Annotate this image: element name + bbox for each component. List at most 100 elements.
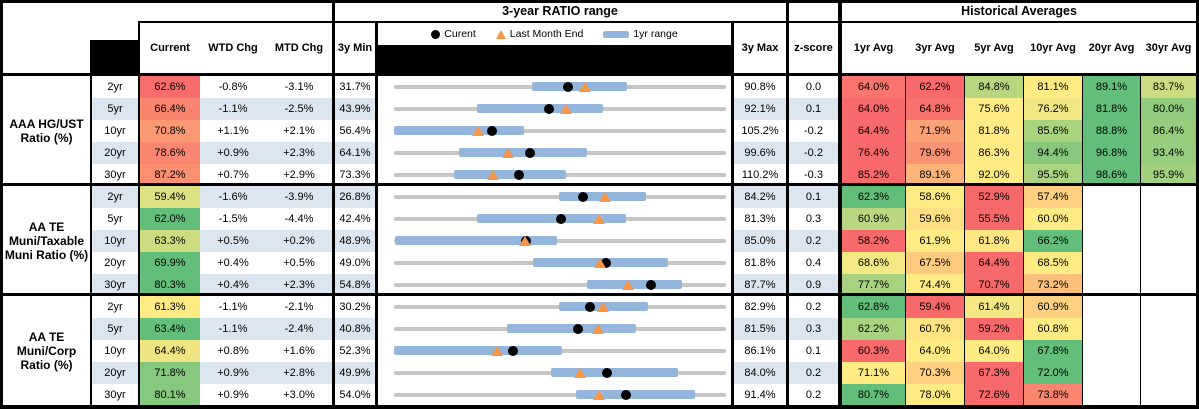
- min-3y-cell: 40.8%: [335, 318, 375, 340]
- avg-cell: 64.8%: [906, 98, 964, 120]
- max-3y-cell: 91.4%: [734, 384, 786, 406]
- last-month-end-triangle: [560, 104, 573, 114]
- range-track: [394, 283, 726, 287]
- max-3y-cell: 81.5%: [734, 318, 786, 340]
- min-3y-cell: 56.4%: [335, 120, 375, 142]
- zscore-cell: 0.0: [789, 76, 838, 98]
- avg-cell: 64.0%: [842, 98, 905, 120]
- current-dot: [507, 346, 518, 356]
- range-bar-1yr: [394, 236, 557, 245]
- avg-cell: 60.9%: [1024, 296, 1082, 318]
- last-month-end-triangle: [573, 368, 586, 378]
- range-chart: [378, 186, 731, 208]
- wtd-chg-cell: +0.4%: [200, 252, 266, 274]
- last-month-end-triangle: [597, 302, 610, 312]
- col-header-10yr-avg: 10yr Avg: [1030, 42, 1076, 54]
- group-label: AAA HG/UST Ratio (%): [9, 117, 84, 145]
- range-bar-1yr: [454, 170, 566, 179]
- avg-cell: 60.9%: [842, 208, 905, 230]
- avg-cell: 57.4%: [1024, 186, 1082, 208]
- current-dot: [602, 368, 613, 378]
- legend-last-month-end: Last Month End: [495, 28, 583, 40]
- current-dot: [556, 214, 567, 224]
- avg-cell: 81.1%: [1024, 76, 1082, 98]
- wtd-chg-cell: -1.6%: [200, 186, 266, 208]
- max-3y-cell: 81.8%: [734, 252, 786, 274]
- avg-cell: 68.6%: [842, 252, 905, 274]
- range-bar-icon: [603, 30, 630, 38]
- range-bar-1yr: [394, 126, 524, 135]
- avg-cell: [1141, 340, 1196, 362]
- max-3y-cell: 82.9%: [734, 296, 786, 318]
- avg-cell: 95.9%: [1141, 164, 1196, 186]
- chart-legend: Curent Last Month End 1yr range: [378, 23, 731, 45]
- avg-cell: [1083, 318, 1140, 340]
- wtd-chg-cell: +0.9%: [200, 142, 266, 164]
- zscore-cell: 0.1: [789, 98, 838, 120]
- last-month-end-triangle: [594, 258, 607, 268]
- current-dot: [573, 324, 584, 334]
- avg-cell: 95.5%: [1024, 164, 1082, 186]
- avg-cell: 62.2%: [842, 318, 905, 340]
- current-cell: 78.6%: [140, 142, 200, 164]
- avg-cell: 89.1%: [906, 164, 964, 186]
- current-cell: 70.8%: [140, 120, 200, 142]
- avg-cell: 70.3%: [906, 362, 964, 384]
- tenor-cell: 5yr: [92, 98, 138, 120]
- avg-cell: [1141, 274, 1196, 296]
- current-cell: 63.3%: [140, 230, 200, 252]
- col-header-z-score: z-score: [794, 42, 833, 54]
- col-header-1yr-avg: 1yr Avg: [853, 42, 894, 54]
- avg-cell: 73.8%: [1024, 384, 1082, 406]
- avg-cell: 61.4%: [965, 296, 1023, 318]
- last-month-end-triangle: [593, 390, 606, 400]
- tenor-cell: 2yr: [92, 76, 138, 98]
- range-chart: [378, 252, 731, 274]
- range-chart: [378, 98, 731, 120]
- avg-cell: 62.8%: [842, 296, 905, 318]
- avg-cell: 62.2%: [906, 76, 964, 98]
- avg-cell: [1083, 186, 1140, 208]
- avg-cell: 72.0%: [1024, 362, 1082, 384]
- zscore-cell: 0.2: [789, 384, 838, 406]
- range-chart: [378, 76, 731, 98]
- col-header-30yr-avg: 30yr Avg: [1145, 42, 1192, 54]
- tenor-cell: 5yr: [92, 318, 138, 340]
- wtd-chg-cell: -1.1%: [200, 318, 266, 340]
- current-dot: [486, 126, 497, 136]
- avg-cell: [1141, 186, 1196, 208]
- zscore-cell: 0.1: [789, 340, 838, 362]
- max-3y-cell: 99.6%: [734, 142, 786, 164]
- current-cell: 66.4%: [140, 98, 200, 120]
- avg-cell: 59.6%: [906, 208, 964, 230]
- max-3y-cell: 92.1%: [734, 98, 786, 120]
- max-3y-cell: 85.0%: [734, 230, 786, 252]
- avg-cell: 70.7%: [965, 274, 1023, 296]
- tenor-cell: 20yr: [92, 142, 138, 164]
- col-header-mtd-chg: MTD Chg: [274, 42, 324, 54]
- mtd-chg-cell: +1.6%: [266, 340, 332, 362]
- mtd-chg-cell: -2.5%: [266, 98, 332, 120]
- wtd-chg-cell: +0.8%: [200, 340, 266, 362]
- range-track: [394, 393, 726, 397]
- zscore-cell: 0.9: [789, 274, 838, 296]
- avg-cell: [1083, 274, 1140, 296]
- range-bar-1yr: [575, 390, 695, 399]
- range-chart: [378, 362, 731, 384]
- avg-cell: 52.9%: [965, 186, 1023, 208]
- mtd-chg-cell: +3.0%: [266, 384, 332, 406]
- max-3y-cell: 105.2%: [734, 120, 786, 142]
- mtd-chg-cell: +2.3%: [266, 142, 332, 164]
- current-dot: [577, 192, 588, 202]
- avg-cell: 77.7%: [842, 274, 905, 296]
- min-3y-cell: 26.8%: [335, 186, 375, 208]
- current-dot-icon: [431, 29, 441, 39]
- avg-cell: 85.6%: [1024, 120, 1082, 142]
- current-cell: 59.4%: [140, 186, 200, 208]
- min-3y-cell: 54.8%: [335, 274, 375, 296]
- avg-cell: 62.3%: [842, 186, 905, 208]
- avg-cell: 81.8%: [1083, 98, 1140, 120]
- avg-cell: 71.1%: [842, 362, 905, 384]
- zscore-cell: -0.2: [789, 142, 838, 164]
- range-track: [394, 239, 726, 243]
